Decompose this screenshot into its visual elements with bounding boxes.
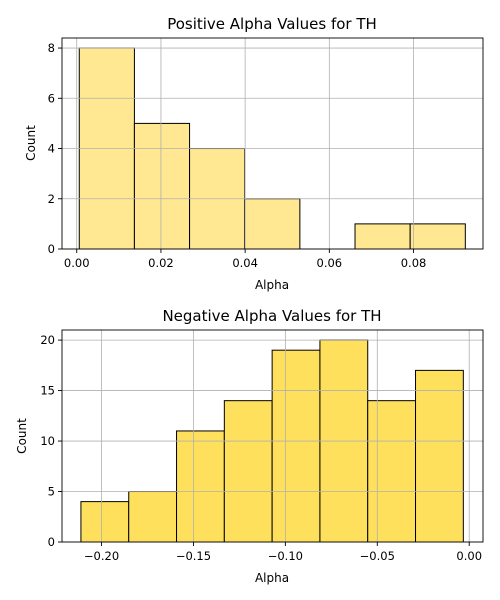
x-tick-label: 0.06 [317, 256, 343, 270]
axes-frame [61, 37, 484, 250]
x-tick-label: 0.04 [232, 256, 258, 270]
histogram-bar [367, 400, 417, 543]
axes-frame [61, 329, 484, 543]
y-tick-label: 8 [48, 41, 55, 55]
y-tick-label: 6 [48, 91, 55, 105]
y-tick-label: 15 [40, 384, 55, 398]
x-tick-label: −0.20 [84, 549, 119, 563]
y-tick-label: 0 [48, 242, 55, 256]
histogram-bar [176, 430, 225, 543]
y-tick-label: 20 [40, 333, 55, 347]
x-tick-label: −0.15 [176, 549, 211, 563]
chart-title: Negative Alpha Values for TH [162, 307, 381, 325]
chart-title: Positive Alpha Values for TH [167, 15, 377, 33]
histogram-bar [80, 501, 130, 543]
histogram-bar [271, 349, 321, 543]
x-tick-label: 0.00 [456, 549, 482, 563]
x-tick-label: 0.02 [148, 256, 174, 270]
y-axis-label: Count [15, 418, 29, 454]
plot-area: −0.20 −0.15 −0.10 −0.05 0.00 0 5 10 15 20 [40, 329, 484, 563]
histogram-bar [133, 122, 191, 250]
y-tick-label: 4 [48, 142, 55, 156]
x-tick-label: −0.10 [268, 549, 303, 563]
positive-alpha-histogram: Positive Alpha Values for TH Alpha Count… [24, 15, 484, 292]
negative-alpha-histogram: Negative Alpha Values for TH Alpha Count… [15, 307, 484, 585]
x-tick-label: −0.05 [360, 549, 395, 563]
y-axis-label: Count [24, 125, 38, 161]
x-tick-label: 0.08 [401, 256, 427, 270]
y-tick-label: 5 [48, 485, 55, 499]
x-axis-label: Alpha [255, 278, 289, 292]
histogram-bar [409, 223, 466, 250]
y-tick-label: 0 [48, 535, 55, 549]
histogram-bar [128, 491, 178, 543]
x-tick-label: 0.00 [64, 256, 90, 270]
y-tick-label: 2 [48, 192, 55, 206]
plot-area: 0.00 0.02 0.04 0.06 0.08 0 2 4 6 8 [48, 37, 484, 270]
x-axis-label: Alpha [255, 571, 289, 585]
histogram-bar [223, 400, 273, 543]
histogram-bar [244, 198, 301, 250]
histogram-bar [415, 369, 464, 543]
y-tick-label: 10 [40, 434, 55, 448]
histogram-bar [354, 223, 411, 250]
